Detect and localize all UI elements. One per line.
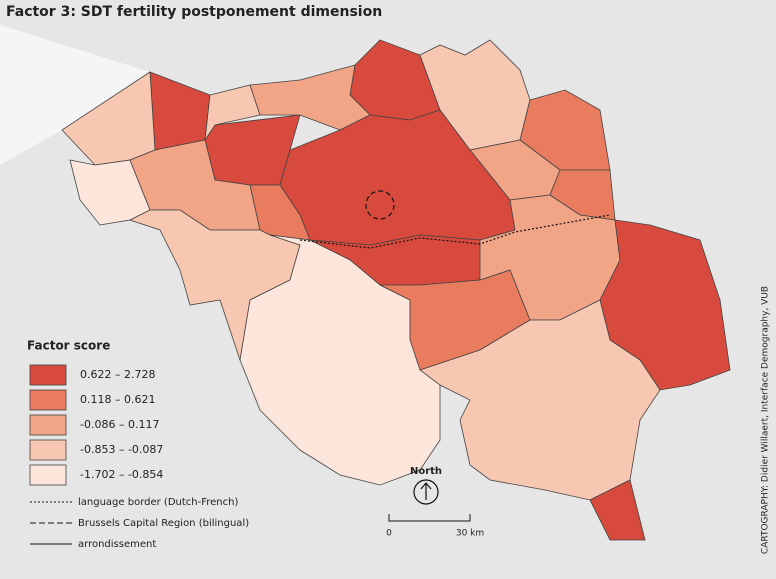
line-legend-label: arrondissement <box>78 539 156 550</box>
north-arrow <box>420 482 432 500</box>
region <box>204 84 261 141</box>
line-legend-label: language border (Dutch-French) <box>78 497 238 508</box>
legend-label: -0.086 – 0.117 <box>80 418 159 431</box>
scale-bar <box>388 514 471 522</box>
line-legend-label: Brussels Capital Region (bilingual) <box>78 518 249 529</box>
credit: CARTOGRAPHY: Didier Willaert, Interface … <box>761 286 771 554</box>
scale-start: 0 <box>386 529 392 539</box>
north-label: North <box>410 466 442 477</box>
map-title: Factor 3: SDT fertility postponement dim… <box>6 4 382 20</box>
north-circle <box>413 479 439 505</box>
region <box>589 479 646 541</box>
legend-label: -1.702 – -0.854 <box>80 468 163 481</box>
legend-swatch <box>29 464 67 486</box>
region <box>599 219 731 391</box>
scale-end: 30 km <box>456 529 484 539</box>
region <box>239 234 441 486</box>
legend-label: 0.118 – 0.621 <box>80 393 155 406</box>
legend-title: Factor score <box>27 339 110 353</box>
sea <box>0 25 150 165</box>
legend-swatch <box>29 364 67 386</box>
legend-swatch <box>29 439 67 461</box>
legend-swatch <box>29 389 67 411</box>
legend-label: -0.853 – -0.087 <box>80 443 163 456</box>
regions <box>61 39 731 541</box>
legend: 0.622 – 2.728 0.118 – 0.621 -0.086 – 0.117… <box>29 364 163 486</box>
brussels-border <box>365 190 395 220</box>
legend-swatch <box>29 414 67 436</box>
legend-label: 0.622 – 2.728 <box>80 368 155 381</box>
region <box>419 299 661 501</box>
